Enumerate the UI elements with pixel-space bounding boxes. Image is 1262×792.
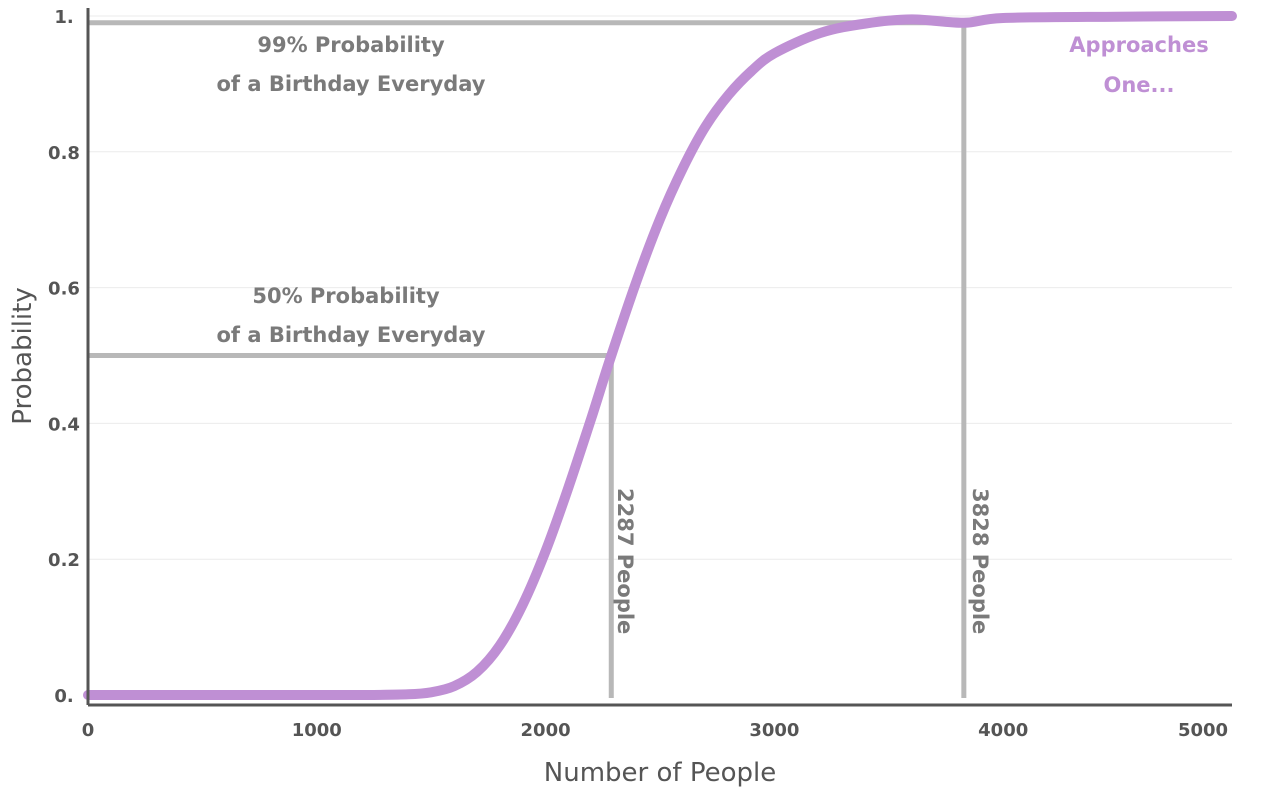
annotation-approaches-line-1: Approaches [1069,33,1208,57]
vertical-label-3828: 3828 People [968,488,992,634]
y-tick-label-4: 0.8 [48,143,80,164]
x-tick-label-2: 2000 [521,720,571,741]
annotation-approaches-line-2: One... [1104,73,1175,97]
x-tick-label-0: 0 [82,720,95,741]
x-tick-label-4: 4000 [978,720,1028,741]
vertical-label-2287: 2287 People [613,488,637,634]
gridlines [88,15,1232,560]
annotation-99-line-2: of a Birthday Everyday [216,72,485,96]
x-axis-title: Number of People [544,758,776,788]
probability-curve [83,11,1237,701]
y-tick-label-1: 0.2 [48,550,80,571]
annotation-99-line-1: 99% Probability [257,33,445,57]
reference-lines [88,20,967,698]
y-tick-label-0: 0. [54,686,73,707]
y-tick-label-5: 1. [54,7,73,28]
axes [86,8,1232,707]
x-tick-labels: 0 1000 2000 3000 4000 5000 [82,720,1228,741]
y-axis-title: Probability [8,287,38,424]
x-tick-label-1: 1000 [292,720,342,741]
annotation-50-line-2: of a Birthday Everyday [216,323,485,347]
annotation-50-line-1: 50% Probability [252,284,440,308]
x-tick-label-3: 3000 [749,720,799,741]
y-tick-labels: 0. 0.2 0.4 0.6 0.8 1. [48,7,80,707]
x-tick-label-5: 5000 [1178,720,1228,741]
y-tick-label-3: 0.6 [48,279,80,300]
y-tick-label-2: 0.4 [48,414,80,435]
